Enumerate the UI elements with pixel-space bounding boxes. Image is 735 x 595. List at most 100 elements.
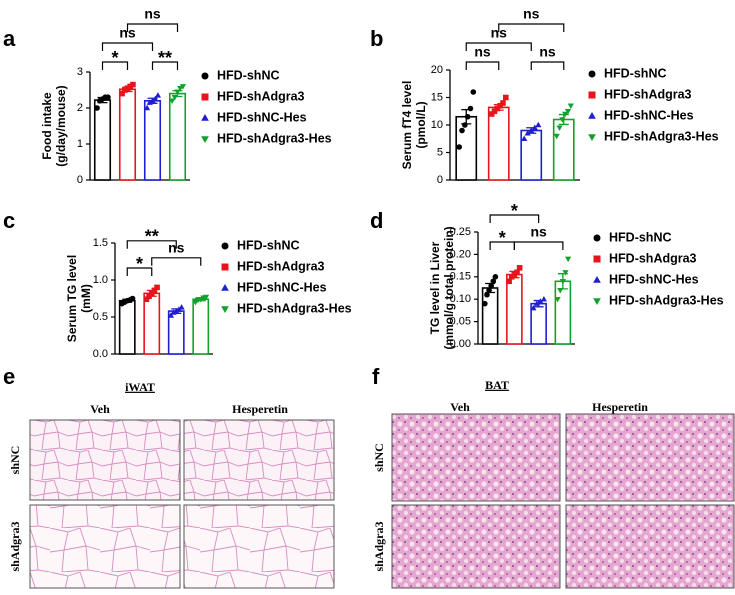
- y-tick-label: 3: [77, 66, 83, 78]
- data-point: [168, 98, 176, 105]
- data-point: [530, 304, 537, 311]
- data-point: [537, 298, 544, 304]
- legend-label: HFD-shAdgra3: [604, 87, 692, 101]
- data-point: [553, 133, 560, 140]
- significance-label: ns: [539, 44, 556, 60]
- data-point: [557, 288, 564, 294]
- significance-label: ns: [144, 6, 161, 22]
- legend-label: HFD-shAdgra3: [609, 251, 697, 265]
- data-point: [221, 242, 229, 250]
- data-point: [535, 121, 542, 128]
- legend-label: HFD-shAdgra3: [217, 89, 305, 103]
- y-tick-label: 1.0: [93, 274, 108, 286]
- data-point: [559, 117, 566, 123]
- panel-label: e: [3, 364, 15, 389]
- significance-label: *: [111, 48, 118, 68]
- data-point: [462, 122, 468, 128]
- histology-image: [391, 413, 561, 502]
- y-axis-label: TG level in Liver: [428, 241, 442, 334]
- data-point: [105, 94, 111, 100]
- data-point: [524, 130, 531, 136]
- data-point: [221, 306, 229, 314]
- bar: [143, 100, 162, 181]
- data-point: [567, 103, 574, 109]
- data-point: [564, 109, 572, 115]
- legend-label: HFD-shNC: [604, 66, 667, 80]
- legend-label: HFD-shNC-Hes: [609, 272, 699, 286]
- data-point: [482, 300, 488, 307]
- significance-bracket: [151, 61, 179, 70]
- bar: [118, 299, 136, 355]
- data-point: [494, 105, 501, 112]
- data-point: [143, 296, 150, 303]
- y-tick-label: 0.10: [450, 293, 471, 305]
- data-point: [492, 274, 499, 280]
- data-point: [497, 102, 503, 109]
- y-tick-label: 0.5: [93, 311, 108, 323]
- y-axis-label: Serum TG level: [65, 255, 79, 342]
- panel-label: a: [3, 26, 16, 51]
- significance-label: ns: [119, 25, 136, 41]
- data-point: [533, 300, 540, 306]
- bar: [118, 88, 137, 181]
- y-tick-label: 0.15: [450, 271, 471, 283]
- data-point: [152, 95, 159, 102]
- data-point: [149, 97, 156, 104]
- data-point: [486, 287, 492, 294]
- panel-label: d: [370, 208, 383, 233]
- significance-bracket: [498, 23, 565, 32]
- data-point: [559, 279, 566, 285]
- legend-label: HFD-shAdgra3-Hes: [237, 301, 352, 315]
- y-tick-label: 15: [431, 91, 443, 103]
- legend-label: HFD-shNC-Hes: [237, 280, 327, 294]
- data-point: [201, 93, 209, 101]
- panel-label: f: [372, 364, 380, 389]
- bar: [554, 280, 572, 345]
- legend-label: HFD-shAdgra3-Hes: [609, 293, 724, 307]
- data-point: [202, 294, 210, 301]
- histology-image: [183, 419, 335, 501]
- significance-label: *: [511, 201, 518, 221]
- y-tick-label: 0: [437, 174, 443, 186]
- y-tick-label: 0.0: [93, 348, 108, 360]
- y-axis-label: Serum fT4 level: [400, 81, 414, 170]
- data-point: [192, 299, 199, 306]
- data-point: [500, 100, 506, 106]
- data-point: [588, 91, 596, 99]
- data-point: [593, 298, 601, 306]
- bar: [506, 273, 523, 345]
- data-point: [593, 234, 601, 242]
- histology-image: [29, 419, 181, 501]
- significance-bracket: [513, 241, 564, 250]
- significance-bracket: [151, 257, 202, 266]
- data-point: [146, 293, 152, 300]
- data-point: [146, 99, 153, 105]
- data-point: [503, 94, 509, 101]
- column-label: Veh: [450, 400, 470, 414]
- tissue-title: iWAT: [125, 380, 155, 394]
- data-point: [490, 278, 497, 285]
- significance-bracket: [465, 42, 532, 51]
- data-point: [516, 265, 523, 271]
- data-point: [562, 111, 569, 118]
- significance-bracket: [489, 214, 540, 223]
- row-label: shNC: [8, 446, 22, 475]
- data-point: [556, 125, 563, 131]
- row-label: shAdgra3: [8, 521, 22, 571]
- significance-label: **: [145, 227, 159, 247]
- significance-label: ns: [523, 6, 540, 22]
- data-point: [171, 94, 178, 101]
- data-point: [470, 89, 477, 95]
- data-point: [593, 275, 601, 283]
- data-point: [528, 127, 535, 133]
- data-point: [143, 104, 151, 111]
- bar: [93, 99, 112, 181]
- y-axis-label: Food intake: [40, 92, 54, 160]
- data-point: [178, 304, 185, 310]
- histology-image: [183, 504, 335, 589]
- legend-label: HFD-shNC-Hes: [217, 110, 307, 124]
- data-point: [593, 255, 601, 263]
- data-point: [201, 113, 209, 121]
- bar: [552, 118, 575, 181]
